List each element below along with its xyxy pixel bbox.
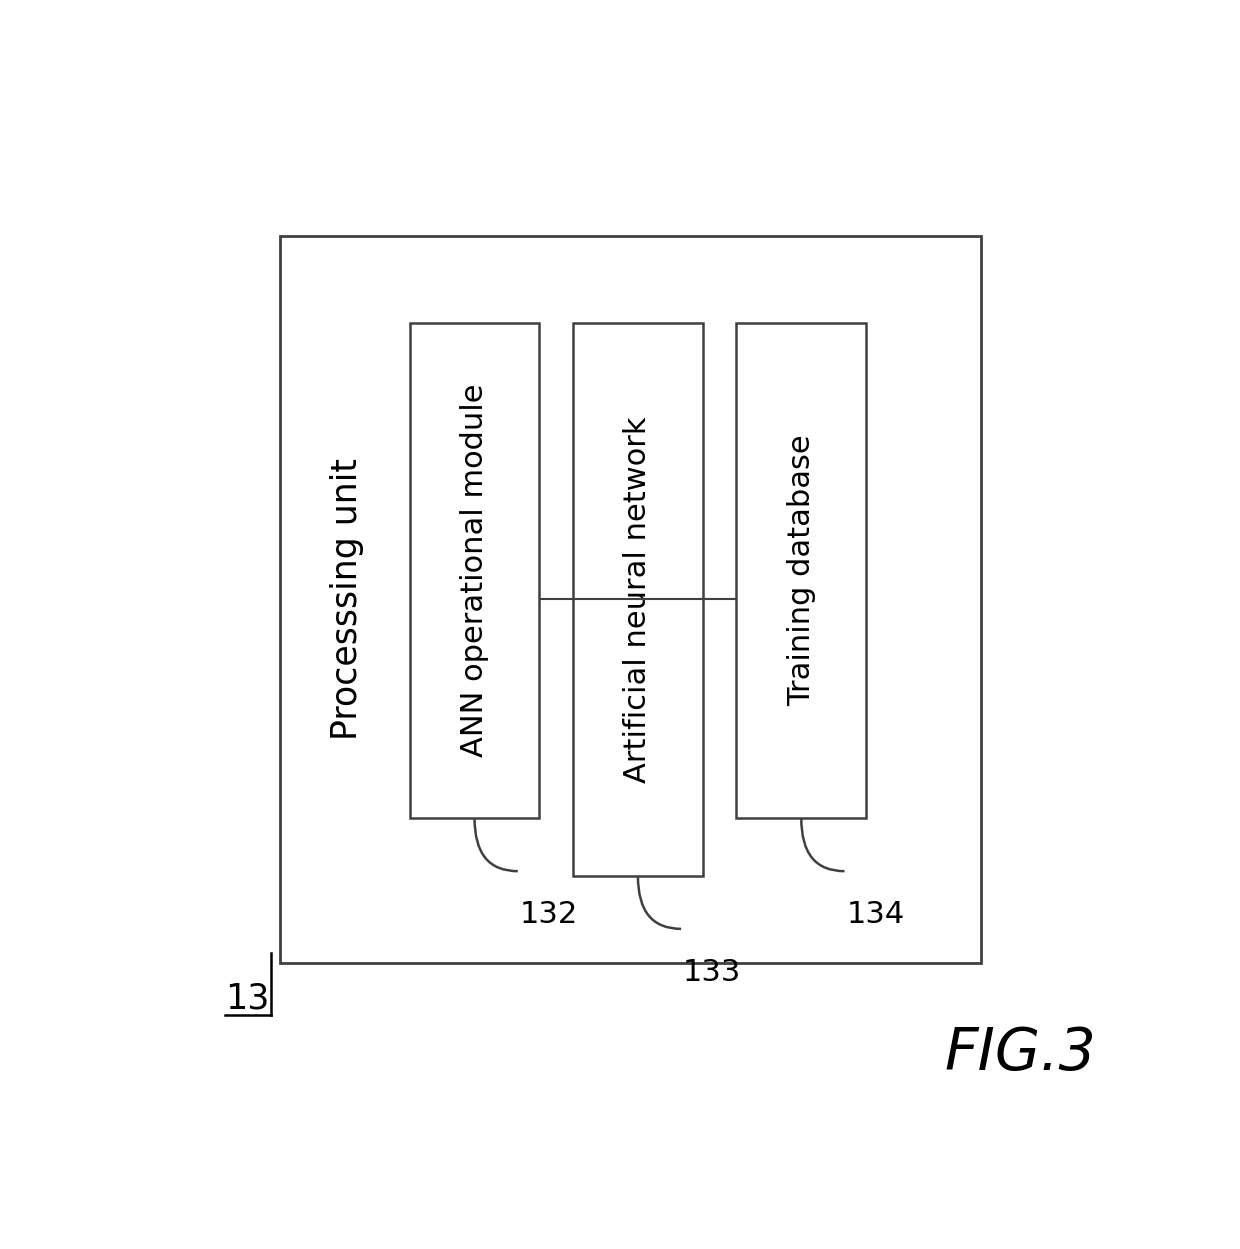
Bar [573,323,703,876]
Bar [409,323,539,818]
Text: 133: 133 [683,958,742,987]
Bar [737,323,866,818]
Text: Artificial neural network: Artificial neural network [624,416,652,783]
Text: Training database: Training database [786,435,816,707]
Text: 134: 134 [847,901,905,929]
Text: 13: 13 [226,982,269,1015]
Text: ANN operational module: ANN operational module [460,383,489,757]
Text: Processsing unit: Processsing unit [330,458,365,741]
Bar [280,236,982,963]
Text: 132: 132 [520,901,578,929]
Text: FIG.3: FIG.3 [944,1025,1096,1083]
